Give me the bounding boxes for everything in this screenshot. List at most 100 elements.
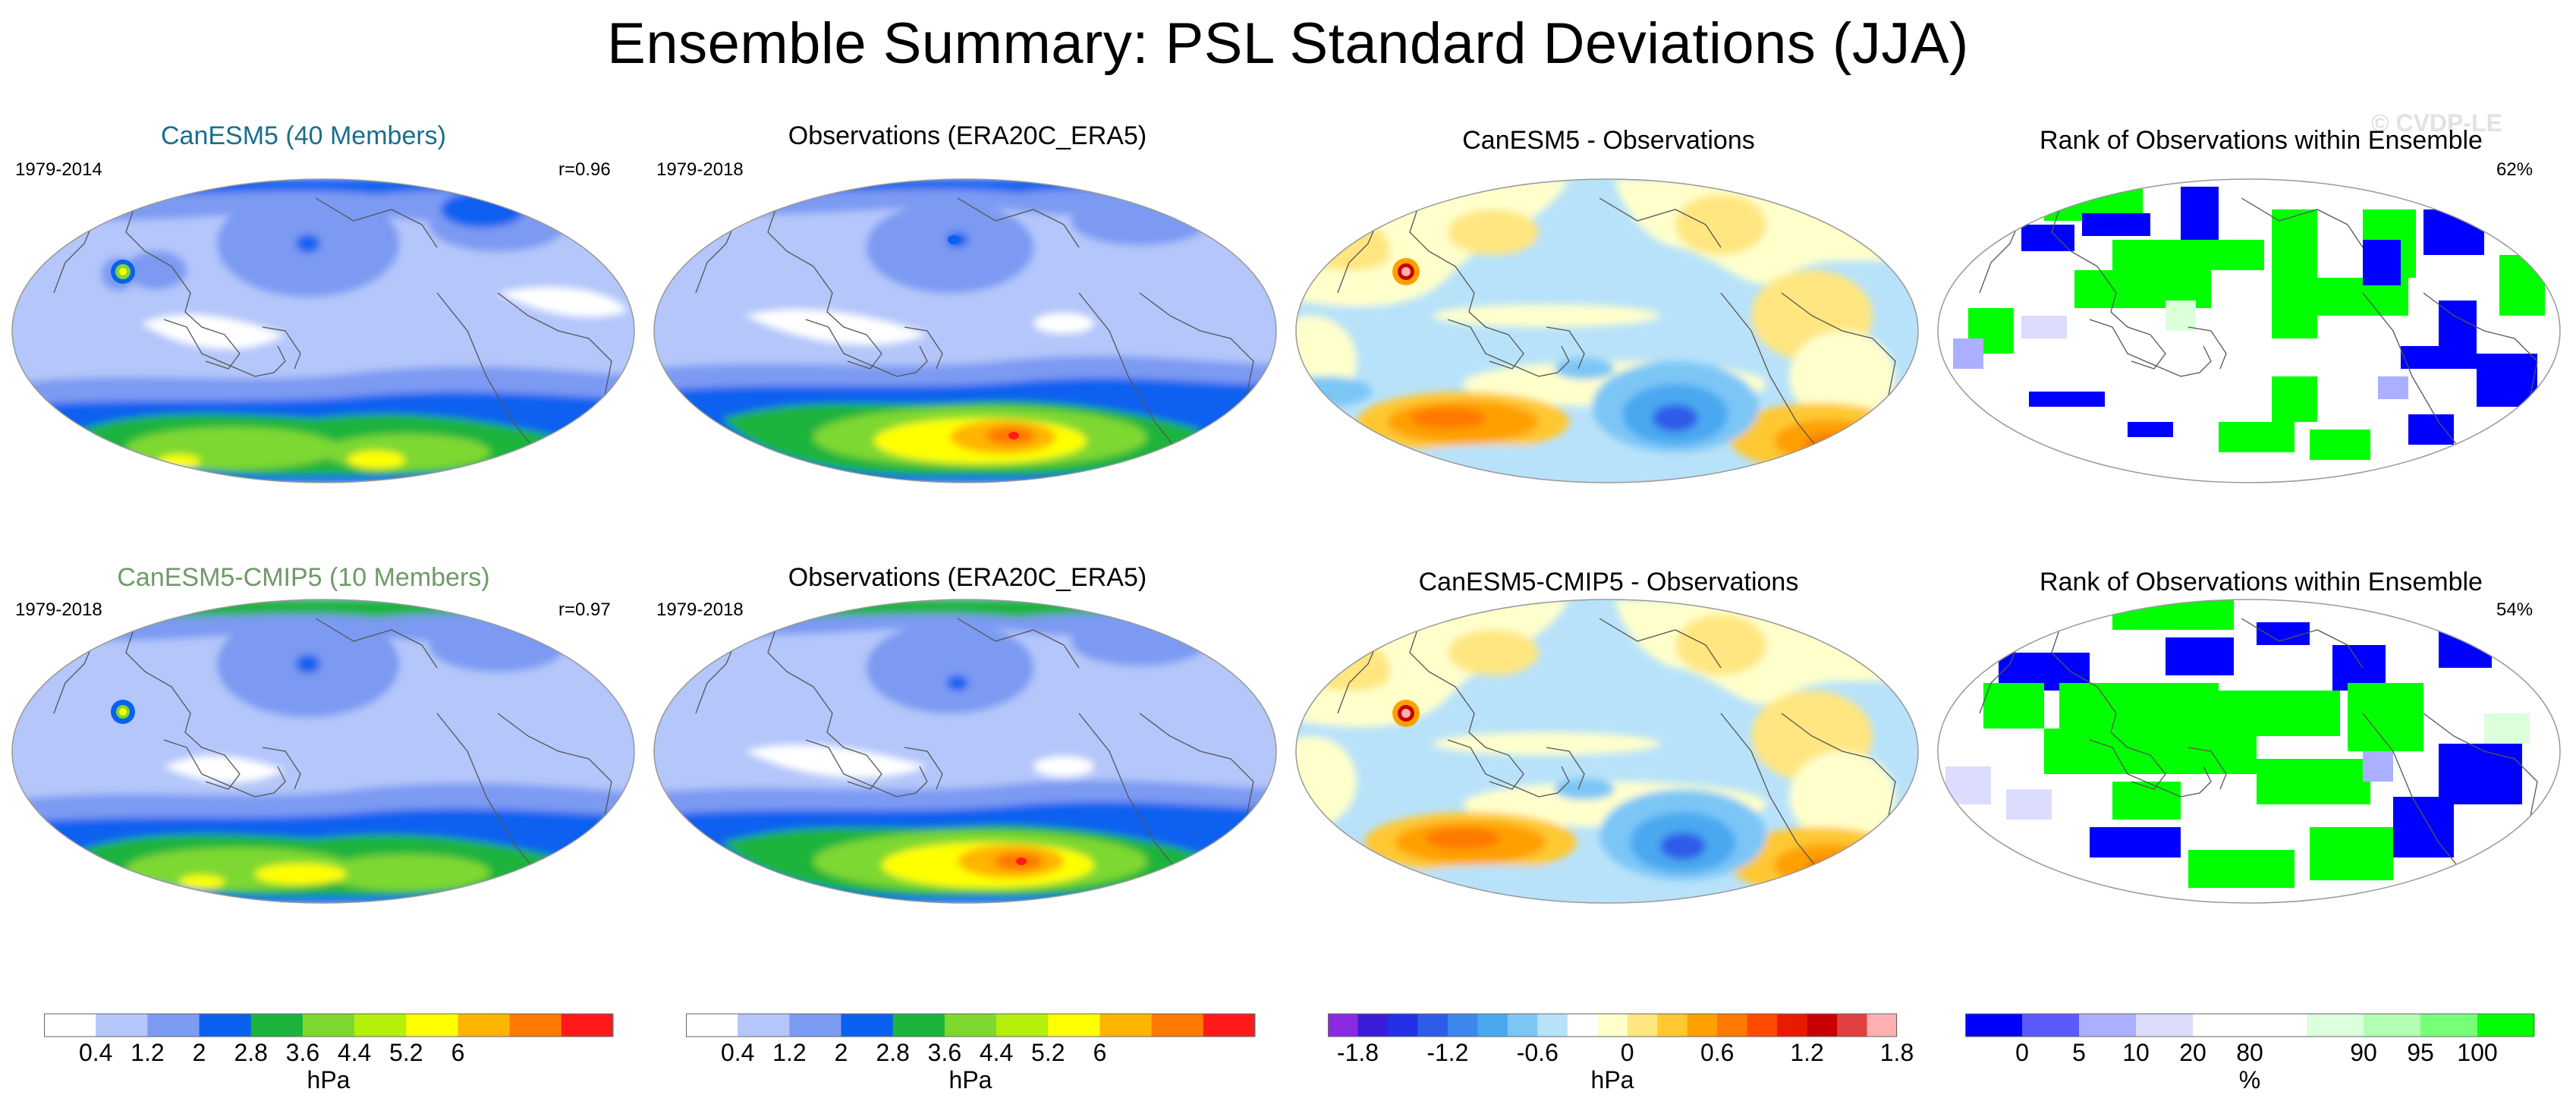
colorbar-tick-label: 4.4 xyxy=(980,1039,1013,1066)
colorbar-tick-label: -0.6 xyxy=(1517,1039,1558,1066)
colorbar-swatch xyxy=(1477,1014,1508,1037)
colorbar-tick-label: 2.8 xyxy=(234,1039,267,1066)
colorbar-tick-label: 2 xyxy=(193,1039,206,1066)
panel-title-model-row1: CanESM5 (40 Members) xyxy=(160,121,446,150)
panel-title-model-row2: CanESM5-CMIP5 (10 Members) xyxy=(117,563,490,592)
colorbar-swatch xyxy=(1151,1014,1204,1037)
colorbar-swatch xyxy=(1537,1014,1568,1037)
colorbar-swatch xyxy=(1357,1014,1389,1037)
colorbar-tick-label: 5.2 xyxy=(389,1039,423,1066)
colorbar-unit-label: hPa xyxy=(1591,1066,1634,1094)
map-rank-row1 xyxy=(1937,178,2561,483)
colorbar-tick-label: 2 xyxy=(835,1039,848,1066)
colorbar-tick-label: 0.6 xyxy=(1700,1039,1734,1066)
colorbar-swatch xyxy=(1567,1014,1598,1037)
colorbar-unit-label: hPa xyxy=(949,1066,992,1094)
colorbar-tick-label: -1.2 xyxy=(1426,1039,1468,1066)
colorbar-tick-label: 3.6 xyxy=(928,1039,961,1066)
map-diff-row2 xyxy=(1295,599,1919,904)
years-model-row1: 1979-2014 xyxy=(15,159,102,180)
colorbar-swatch xyxy=(2250,1014,2307,1037)
panel-title-rank-row2: Rank of Observations within Ensemble xyxy=(2040,568,2483,596)
years-obs-row1: 1979-2018 xyxy=(656,159,744,180)
colorbar-swatch xyxy=(1387,1014,1418,1037)
colorbar-frame xyxy=(686,1013,1255,1037)
panel-title-obs-row2: Observations (ERA20C_ERA5) xyxy=(788,563,1147,592)
colorbar-obs: 0.4 1.2 2 2.8 3.6 4.4 5.2 6 hPa xyxy=(686,1013,1256,1094)
colorbar-swatch xyxy=(1747,1014,1778,1037)
colorbar-swatch xyxy=(458,1014,511,1037)
colorbar-swatch xyxy=(1717,1014,1748,1037)
colorbar-swatch xyxy=(686,1014,738,1037)
years-obs-row2: 1979-2018 xyxy=(656,599,744,620)
colorbar-swatch xyxy=(96,1014,148,1037)
pattern-correlation-row1: r=0.96 xyxy=(558,159,611,180)
colorbar-unit-label: hPa xyxy=(307,1066,351,1094)
colorbar-tick-label: 0 xyxy=(2015,1039,2029,1066)
colorbar-tick-label: 0.4 xyxy=(721,1039,754,1066)
colorbar-swatch xyxy=(1597,1014,1628,1037)
colorbar-swatch xyxy=(789,1014,842,1037)
colorbar-swatch xyxy=(2022,1014,2080,1037)
colorbar-swatch xyxy=(1048,1014,1100,1037)
colorbar-swatch xyxy=(1777,1014,1808,1037)
colorbar-tick-label: 1.2 xyxy=(1790,1039,1823,1066)
map-model-row2 xyxy=(11,599,635,904)
colorbar-tick-label: 2.8 xyxy=(876,1039,909,1066)
colorbar-swatch xyxy=(1447,1014,1478,1037)
colorbar-swatch xyxy=(2079,1014,2137,1037)
colorbar-swatch xyxy=(250,1014,304,1037)
panel-title-obs-row1: Observations (ERA20C_ERA5) xyxy=(788,121,1147,150)
colorbar-tick-label: 4.4 xyxy=(338,1039,371,1066)
colorbar-swatch xyxy=(1203,1014,1256,1037)
colorbar-swatch xyxy=(1507,1014,1538,1037)
colorbar-swatch xyxy=(354,1014,407,1037)
colorbar-tick-label: 1.2 xyxy=(131,1039,164,1066)
colorbar-swatch xyxy=(1807,1014,1838,1037)
colorbar-swatch xyxy=(892,1014,945,1037)
colorbar-tick-label: 5 xyxy=(2072,1039,2086,1066)
colorbar-swatch xyxy=(738,1014,790,1037)
colorbar-tick-label: 1.2 xyxy=(772,1039,806,1066)
colorbar-tick-label: 5.2 xyxy=(1031,1039,1065,1066)
colorbar-swatch xyxy=(2477,1014,2535,1037)
colorbar-swatch xyxy=(1687,1014,1718,1037)
colorbar-swatch xyxy=(2420,1014,2478,1037)
colorbar-swatch xyxy=(2193,1014,2250,1037)
colorbar-swatch xyxy=(199,1014,252,1037)
colorbar-diff: -1.8 -1.2 -0.6 0 0.6 1.2 1.8 hPa xyxy=(1328,1013,1914,1094)
colorbar-swatch xyxy=(996,1014,1049,1037)
panel-title-diff-row1: CanESM5 - Observations xyxy=(1462,126,1755,155)
watermark: © CVDP-LE xyxy=(2371,109,2502,137)
colorbar-frame xyxy=(44,1013,613,1037)
panel-title-rank-row1: Rank of Observations within Ensemble xyxy=(2040,126,2483,155)
colorbar-frame xyxy=(1328,1013,1897,1037)
colorbar-swatch xyxy=(302,1014,355,1037)
colorbar-swatch xyxy=(44,1014,96,1037)
map-obs-row2 xyxy=(653,599,1277,904)
colorbar-swatch xyxy=(406,1014,458,1037)
map-obs-row1 xyxy=(653,178,1277,483)
rank-percent-row2: 54% xyxy=(2496,599,2534,620)
colorbar-swatch xyxy=(1867,1014,1898,1037)
colorbar-swatch xyxy=(1837,1014,1868,1037)
colorbar-tick-label: 1.8 xyxy=(1880,1039,1914,1066)
map-model-row1 xyxy=(11,178,635,483)
pattern-correlation-row2: r=0.97 xyxy=(558,599,611,620)
colorbar-tick-label: 100 xyxy=(2457,1039,2497,1066)
colorbar-tick-label: 10 xyxy=(2122,1039,2150,1066)
colorbar-tick-label: 95 xyxy=(2407,1039,2434,1066)
colorbar-tick-label: 90 xyxy=(2350,1039,2377,1066)
rank-percent-row1: 62% xyxy=(2496,159,2534,180)
colorbar-tick-label: 0 xyxy=(1621,1039,1634,1066)
colorbar-swatch xyxy=(1657,1014,1688,1037)
colorbar-tick-label: 80 xyxy=(2236,1039,2263,1066)
colorbar-tick-label: 6 xyxy=(1093,1039,1107,1066)
colorbar-swatch xyxy=(147,1014,200,1037)
colorbar-swatch xyxy=(944,1014,997,1037)
colorbar-tick-label: 0.4 xyxy=(79,1039,112,1066)
colorbar-swatch xyxy=(2136,1014,2194,1037)
colorbar-swatch xyxy=(1627,1014,1658,1037)
colorbar-tick-label: 6 xyxy=(451,1039,465,1066)
panel-title-diff-row2: CanESM5-CMIP5 - Observations xyxy=(1418,568,1799,596)
